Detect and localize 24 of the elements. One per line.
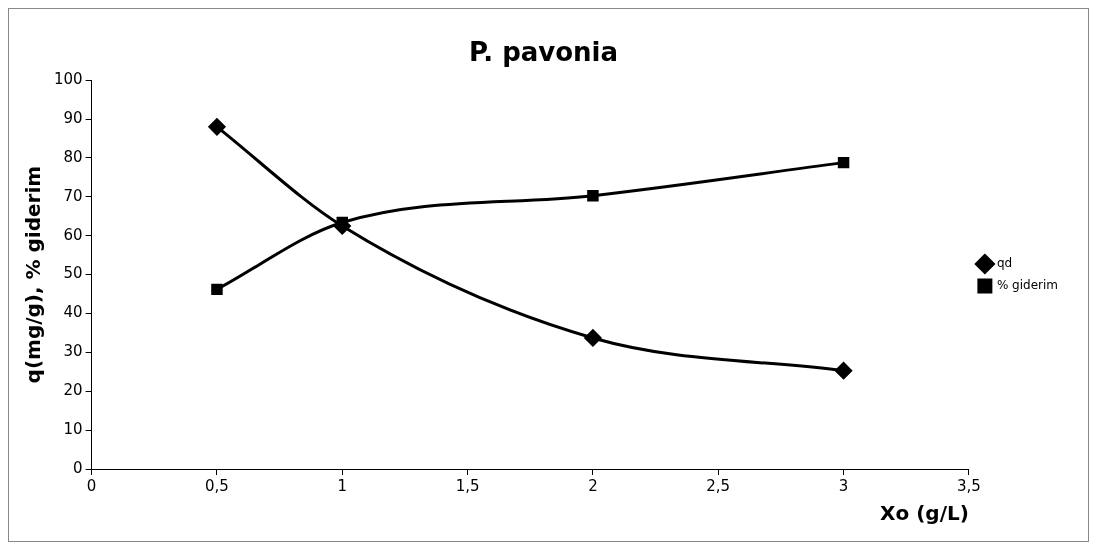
legend-label: % giderim — [996, 278, 1058, 293]
chart-title: P. pavonia — [468, 37, 619, 68]
x-tick-label: 2,5 — [706, 476, 731, 495]
y-tick-label: 70 — [63, 186, 83, 205]
x-axis-title: Xo (g/L) — [880, 501, 969, 526]
y-axis-title: q(mg/g), % giderim — [21, 165, 46, 384]
x-tick-label: 0,5 — [205, 476, 229, 495]
x-tick-label: 0 — [86, 476, 97, 495]
x-tick-label: 1 — [337, 476, 348, 495]
x-tick-label: 3 — [838, 476, 849, 495]
x-tick-label: 2 — [588, 476, 598, 495]
y-tick-label: 0 — [73, 458, 83, 477]
y-tick-label: 10 — [63, 420, 83, 439]
y-tick-label: 50 — [63, 264, 83, 283]
y-tick-label: 20 — [63, 381, 83, 400]
x-tick-label: 3,5 — [956, 476, 981, 495]
y-tick-label: 90 — [63, 108, 83, 127]
y-tick-label: 100 — [53, 70, 83, 89]
x-tick-label: 1,5 — [455, 476, 480, 495]
y-tick-label: 80 — [63, 147, 83, 166]
y-tick-label: 40 — [63, 303, 83, 322]
y-tick-label: 30 — [63, 342, 83, 361]
y-tick-label: 60 — [63, 225, 83, 244]
legend-label: qd — [996, 256, 1013, 271]
